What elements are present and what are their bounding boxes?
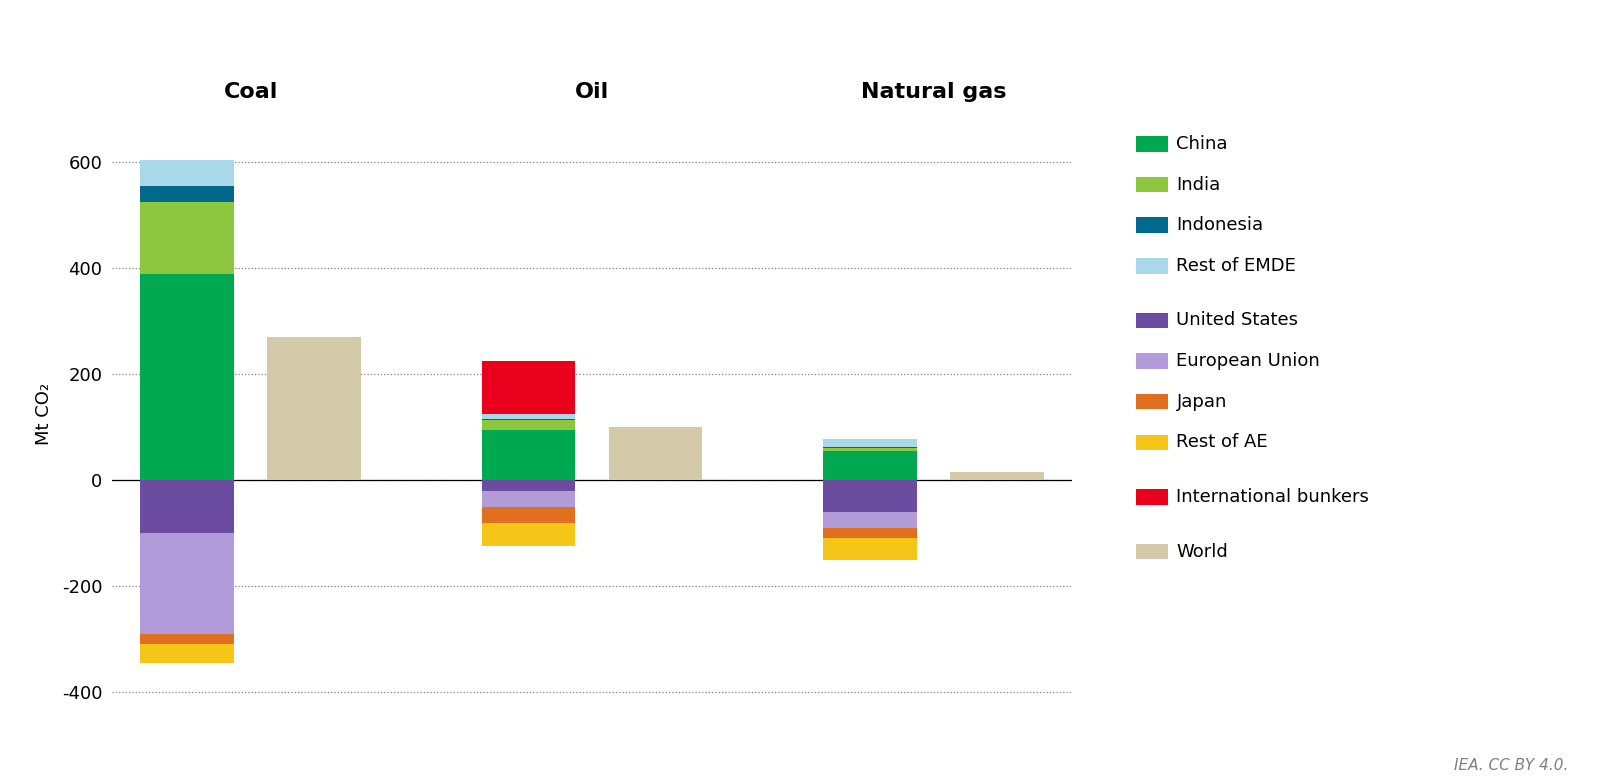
Text: Coal: Coal [224, 81, 278, 102]
Y-axis label: Mt CO₂: Mt CO₂ [35, 383, 53, 445]
Bar [482, 419, 576, 420]
Bar [822, 448, 917, 451]
Text: European Union: European Union [1176, 352, 1320, 370]
Text: IEA. CC BY 4.0.: IEA. CC BY 4.0. [1454, 758, 1568, 773]
Bar [141, 644, 234, 663]
Bar [141, 533, 234, 633]
Bar [822, 512, 917, 528]
Bar [482, 430, 576, 480]
Text: Rest of EMDE: Rest of EMDE [1176, 257, 1296, 275]
Bar [141, 633, 234, 644]
Bar [482, 362, 576, 415]
Bar [950, 473, 1043, 480]
Text: Japan: Japan [1176, 393, 1227, 411]
Bar [141, 480, 234, 533]
Bar [608, 427, 702, 480]
Text: United States: United States [1176, 312, 1299, 330]
Bar [482, 420, 576, 430]
Bar [482, 480, 576, 490]
Bar [482, 522, 576, 547]
Bar [822, 440, 917, 448]
Bar [822, 538, 917, 560]
Bar [822, 480, 917, 512]
Text: China: China [1176, 135, 1227, 153]
Text: India: India [1176, 176, 1221, 194]
Text: Rest of AE: Rest of AE [1176, 433, 1269, 451]
Bar [141, 186, 234, 202]
Text: World: World [1176, 543, 1229, 561]
Bar [822, 451, 917, 480]
Text: International bunkers: International bunkers [1176, 488, 1370, 506]
Bar [482, 507, 576, 522]
Bar [141, 273, 234, 480]
Bar [822, 528, 917, 538]
Text: Oil: Oil [574, 81, 610, 102]
Text: Natural gas: Natural gas [861, 81, 1006, 102]
Text: Indonesia: Indonesia [1176, 216, 1264, 234]
Bar [267, 337, 362, 480]
Bar [141, 202, 234, 273]
Bar [141, 159, 234, 186]
Bar [482, 415, 576, 419]
Bar [482, 490, 576, 507]
